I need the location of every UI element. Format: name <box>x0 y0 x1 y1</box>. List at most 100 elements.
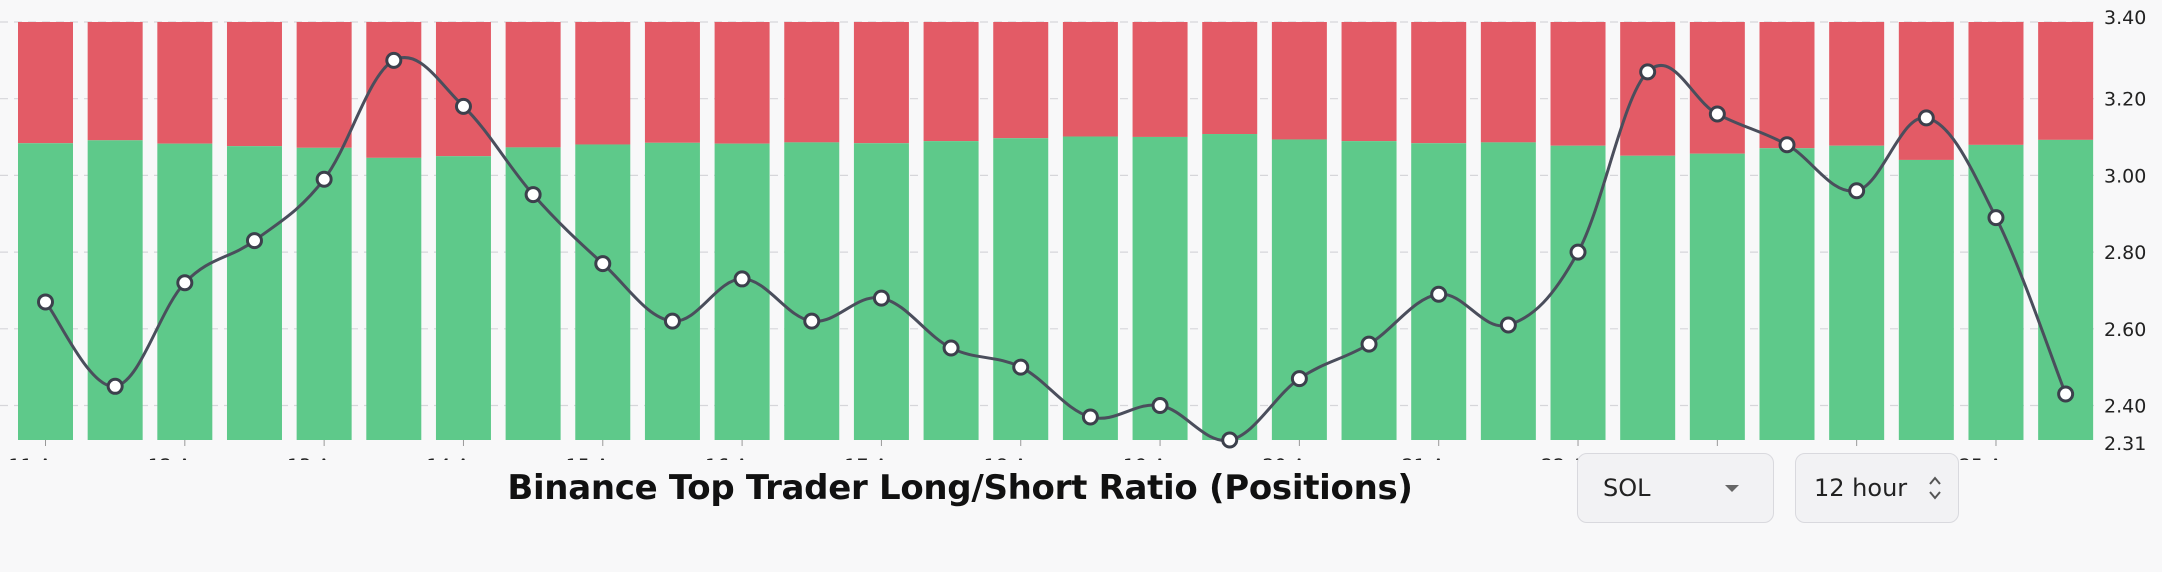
ratio-point <box>385 51 403 69</box>
ratio-point <box>1012 358 1030 376</box>
interval-select[interactable]: 12 hour <box>1795 453 1959 523</box>
y-tick-label: 2.80 <box>2104 242 2146 264</box>
y-tick-label: 3.40 <box>2104 7 2146 29</box>
ratio-point <box>872 289 890 307</box>
long-bar <box>1271 139 1327 440</box>
long-bar <box>1132 136 1188 440</box>
x-tick-label: 15 Aug <box>566 455 633 460</box>
short-bar <box>226 22 282 147</box>
short-bar <box>1550 22 1606 146</box>
ratio-point <box>176 274 194 292</box>
short-bar <box>1759 22 1815 149</box>
short-bar <box>714 22 770 144</box>
ratio-line <box>44 56 2068 442</box>
long-bar <box>226 146 282 440</box>
ratio-point <box>1569 243 1587 261</box>
x-tick-label: 20 Aug <box>1262 455 1329 460</box>
interval-select-value: 12 hour <box>1814 474 1908 502</box>
ratio-point <box>1708 105 1726 123</box>
ratio-point <box>1151 396 1169 414</box>
ratio-point <box>1987 209 2005 227</box>
ratio-point <box>37 293 54 311</box>
y-tick-label: 3.00 <box>2104 165 2146 187</box>
ratio-point <box>1290 370 1308 388</box>
ratio-point <box>1778 136 1796 154</box>
ratio-point <box>942 339 960 357</box>
asset-select-value: SOL <box>1603 474 1651 502</box>
short-bar <box>1689 22 1745 154</box>
long-bar <box>18 143 73 440</box>
short-bar <box>87 22 143 141</box>
long-bar <box>1689 153 1745 441</box>
long-bar <box>993 138 1049 441</box>
ratio-point <box>454 97 472 115</box>
x-tick-label: 12 Aug <box>148 455 215 460</box>
line-layer <box>37 51 2075 449</box>
short-bar <box>1620 22 1676 156</box>
long-bar <box>157 143 213 440</box>
long-bar <box>87 140 143 440</box>
long-bar <box>1341 141 1397 440</box>
ratio-point <box>1917 109 1935 127</box>
ratio-point <box>524 186 542 204</box>
long-bar <box>644 142 700 440</box>
ratio-point <box>1430 285 1448 303</box>
short-bar <box>1271 22 1327 140</box>
asset-select[interactable]: SOL <box>1577 453 1774 523</box>
short-bar <box>18 22 73 144</box>
long-bar <box>296 147 352 440</box>
x-tick-label: 25 Aug <box>1959 455 2026 460</box>
long-bar <box>784 142 840 440</box>
chevron-down-icon <box>1725 484 1739 492</box>
long-bar <box>575 144 631 440</box>
ratio-point <box>733 270 751 288</box>
y-tick-label: 2.40 <box>2104 395 2146 417</box>
short-bar <box>1341 22 1397 142</box>
short-bar <box>1968 22 2024 145</box>
ratio-point <box>1639 63 1657 81</box>
long-bar <box>923 141 979 440</box>
x-tick-label: 22 Aug <box>1541 455 1608 460</box>
x-tick-label: 16 Aug <box>705 455 772 460</box>
short-bar <box>1480 22 1536 143</box>
x-tick-label: 19 Aug <box>1123 455 1190 460</box>
ratio-point <box>315 170 333 188</box>
short-bar <box>157 22 213 144</box>
long-bar <box>1759 148 1815 440</box>
long-bar <box>366 157 422 440</box>
y-tick-label: 2.60 <box>2104 319 2146 341</box>
short-bar <box>1062 22 1118 137</box>
ratio-point <box>663 312 681 330</box>
long-bar <box>714 143 770 440</box>
long-bar <box>1898 159 1954 440</box>
short-bar <box>784 22 840 143</box>
short-bar <box>1132 22 1188 137</box>
short-bar <box>644 22 700 143</box>
up-down-chevron-icon <box>1928 475 1942 501</box>
long-bar <box>1968 144 2024 440</box>
short-bar <box>993 22 1049 139</box>
ratio-point <box>1499 316 1517 334</box>
short-bar <box>1829 22 1885 146</box>
short-bar <box>505 22 561 148</box>
ratio-point <box>245 232 263 250</box>
short-bar <box>1898 22 1954 160</box>
chart-title: Binance Top Trader Long/Short Ratio (Pos… <box>507 468 1413 508</box>
short-bar <box>923 22 979 142</box>
ratio-point <box>106 377 124 395</box>
short-bar <box>1411 22 1467 144</box>
short-bar <box>2038 22 2094 140</box>
x-tick-label: 14 Aug <box>426 455 493 460</box>
short-bar <box>366 22 422 158</box>
ratio-point <box>1221 431 1239 449</box>
ratio-point <box>1081 408 1099 426</box>
long-bar <box>1202 134 1258 441</box>
long-bar <box>1480 142 1536 440</box>
x-tick-label: 17 Aug <box>844 455 911 460</box>
x-tick-label: 13 Aug <box>287 455 354 460</box>
y-tick-label: 2.31 <box>2104 433 2146 455</box>
ratio-point <box>1848 182 1866 200</box>
chart: 3.40 3.20 3.00 2.80 2.60 2.40 2.31 11 Aug 12 Aug… <box>0 7 2146 460</box>
long-bar <box>435 156 491 441</box>
long-bar <box>1550 145 1606 440</box>
